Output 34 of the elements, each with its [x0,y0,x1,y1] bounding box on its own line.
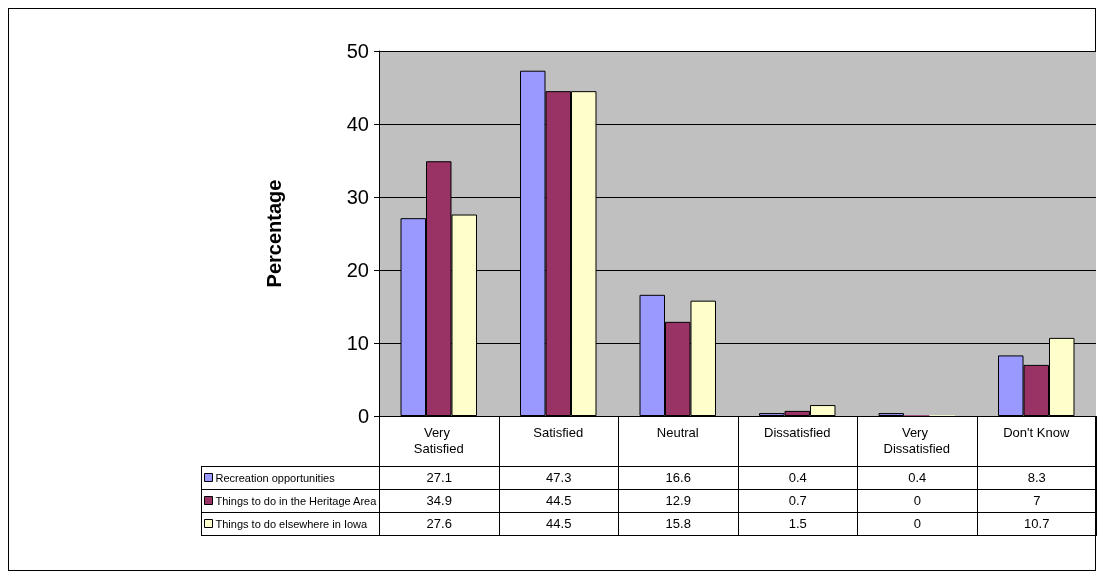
data-label: 44.5 [498,512,619,536]
data-label: 27.6 [379,512,500,536]
legend-label: Things to do elsewhere in Iowa [215,517,369,530]
x-tick-label: Very Dissatisfied [883,424,950,456]
y-tick-label: 20 [346,259,369,281]
data-label: 0.4 [737,466,858,490]
y-tick-label: 0 [357,405,369,427]
data-label: 47.3 [498,466,619,490]
x-tick-label: Very Satisfied [413,424,464,456]
x-tick-label: Neutral [656,424,699,440]
data-label: 34.9 [379,489,500,513]
y-tick-label: 30 [346,186,369,208]
y-tick-label: 40 [346,113,369,135]
data-label: 8.3 [976,466,1097,490]
y-tick-label: 50 [346,40,369,62]
y-axis-title: Percentage [263,179,285,288]
y-tick-label: 10 [346,332,369,354]
x-tick-label: Don't Know [1003,424,1070,440]
data-label: 7 [976,489,1097,513]
data-label: 0.4 [857,466,978,490]
x-tick-label: Satisfied [533,424,584,440]
legend-label: Recreation opportunities [215,471,336,484]
data-label: 0.7 [737,489,858,513]
x-tick-label: Dissatisfied [764,424,831,440]
data-label: 27.1 [379,466,500,490]
data-label: 0 [857,512,978,536]
data-label: 15.8 [618,512,739,536]
data-label: 12.9 [618,489,739,513]
data-label: 44.5 [498,489,619,513]
data-label: 10.7 [976,512,1097,536]
legend-label: Things to do in the Heritage Area [215,494,378,507]
data-label: 1.5 [737,512,858,536]
data-label: 0 [857,489,978,513]
data-label: 16.6 [618,466,739,490]
